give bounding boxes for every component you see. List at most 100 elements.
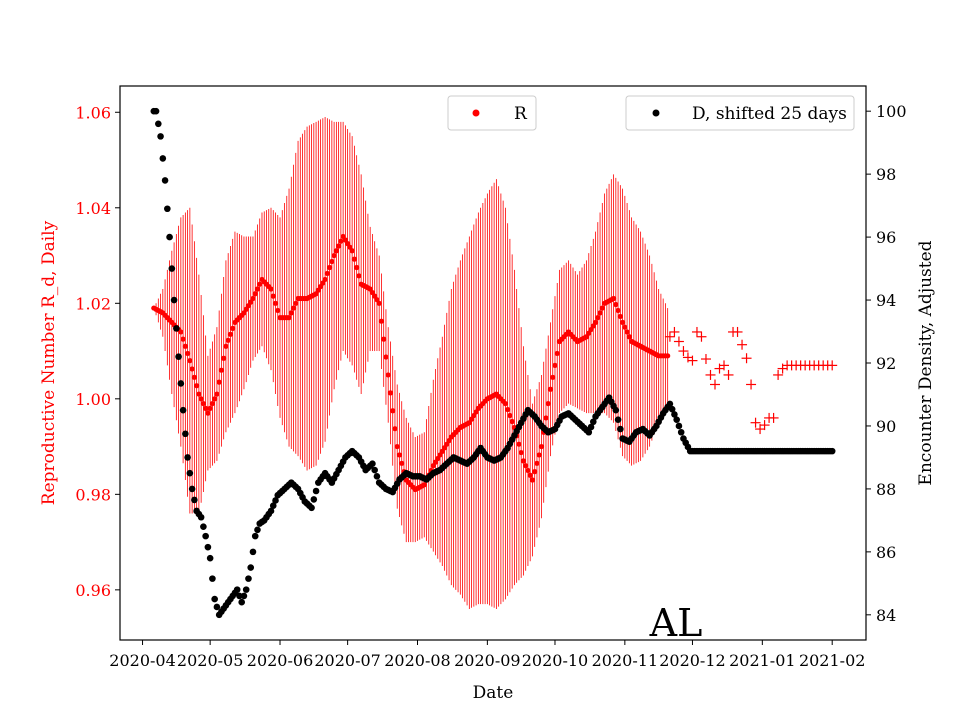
d-point [673,416,680,423]
r-point [610,295,617,302]
d-point [202,532,209,540]
legend-r-box [447,95,537,131]
d-point [308,504,315,512]
r-point [203,405,209,411]
legend-d: D, shifted 25 days [625,95,855,131]
d-point [177,380,185,387]
d-point [175,353,182,361]
d-point [161,177,169,184]
d-point [166,233,173,241]
r-late-plus [678,346,689,357]
d-point [164,205,171,213]
r-point [597,310,603,316]
r-point [227,331,234,337]
d-point [209,575,216,582]
r-point [288,310,294,316]
d-point [188,485,196,493]
r-point [378,318,385,324]
r-point [622,324,628,330]
d-point [675,422,683,430]
d-point [585,428,593,436]
d-point [666,400,674,408]
r-point [182,343,188,349]
r-point [599,305,605,311]
d-point [371,466,378,474]
d-point [200,523,207,530]
r-late-plus [700,354,711,365]
r-point [250,295,256,302]
d-point [197,513,205,521]
r-late-plus [750,417,761,428]
r-point [613,301,619,308]
d-point [272,497,279,504]
r-point [327,264,333,271]
d-point [614,416,622,423]
r-point [536,452,542,458]
r-point [351,256,357,262]
r-late-plus [709,379,720,390]
d-point [312,487,320,495]
x-tick-label: 2020-10 [522,651,588,670]
r-late-plus [732,326,743,337]
r-point [617,313,623,320]
r-point [525,467,531,474]
y-left-tick-label: 0.98 [75,485,111,504]
x-axis-label: Date [473,683,514,703]
r-point [272,300,279,306]
d-point [170,296,178,304]
r-point [354,264,360,271]
y-left-tick-label: 1.02 [75,294,111,313]
state-label: AL [649,601,703,645]
x-tick-label: 2021-02 [799,651,865,670]
x-tick-label: 2020-06 [247,651,313,670]
r-point [502,400,508,407]
legend-r-label: R [514,104,528,124]
r-point [254,286,261,292]
d-point [157,133,164,140]
d-point [247,564,255,571]
r-point [189,366,195,372]
r-point [268,286,274,292]
r-late-plus [773,369,784,380]
d-point [155,120,162,128]
r-late-plus [827,360,838,371]
r-point [619,319,626,326]
r-point [615,307,621,314]
y-right-tick-label: 90 [876,417,896,436]
r-point [196,391,202,397]
d-point [186,469,194,477]
r-point [286,315,292,321]
r-point [324,270,330,277]
r-point [534,460,540,466]
x-tick-label: 2020-08 [384,651,450,670]
r-point [349,248,355,254]
x-tick-label: 2020-11 [592,651,658,670]
d-point [310,496,318,503]
r-point [626,334,632,340]
r-late-plus [696,331,707,342]
r-point [399,460,405,466]
y-right-tick-label: 92 [876,354,896,373]
x-tick-label: 2020-07 [314,651,380,670]
r-point [547,386,554,392]
d-point [668,405,676,413]
d-point [159,155,167,162]
r-point [543,415,549,421]
r-late-plus [719,360,730,371]
r-point [212,396,218,402]
r-point [507,412,513,419]
d-point [173,325,180,332]
d-point [182,430,189,438]
r-point [624,329,630,335]
r-point [194,383,200,389]
r-point [178,329,184,335]
r-late-plus [705,369,716,380]
d-point [184,454,191,461]
r-point [200,400,206,407]
y-right-tick-label: 88 [876,480,896,499]
r-point [225,337,231,343]
r-point [665,353,671,359]
d-point [612,406,620,414]
d-point [179,406,187,414]
